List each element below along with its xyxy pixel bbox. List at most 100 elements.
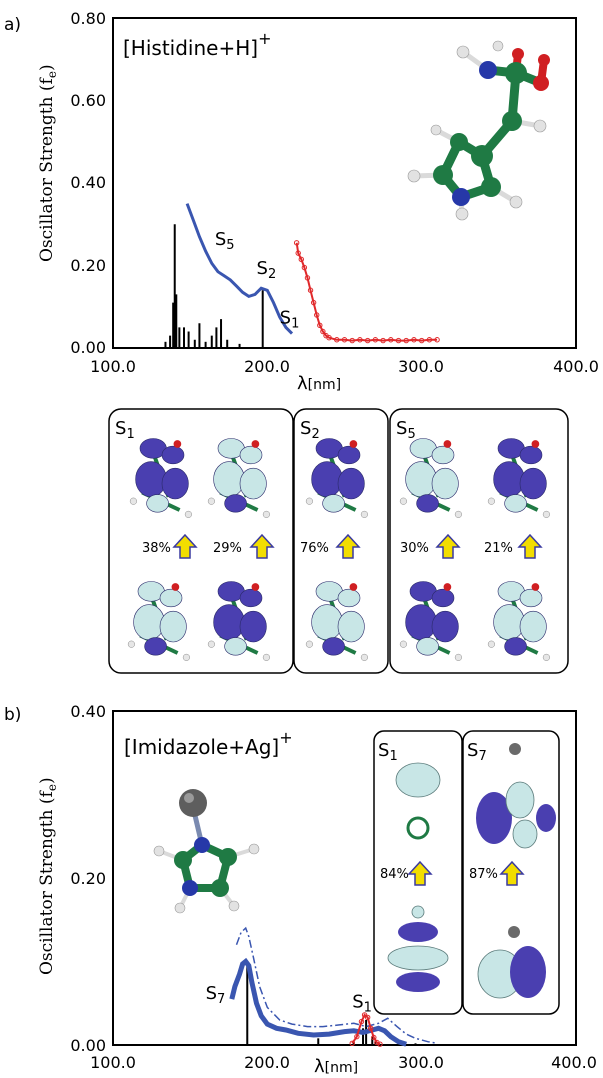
orbital-lobe (405, 461, 437, 498)
orbital-lobe (311, 461, 343, 498)
orbital-lobe (213, 604, 245, 641)
experiment-point (307, 287, 314, 293)
orbital-lobe (395, 762, 441, 798)
x-tick-label: 100.0 (90, 1053, 136, 1072)
orbital-lobe (161, 445, 185, 465)
transition-arrow (172, 533, 198, 559)
chart-title-b: [Imidazole+Ag]+ (124, 728, 293, 759)
plot-marks-a: S5 S2 S1 (164, 203, 440, 348)
theory-curve (229, 957, 407, 1047)
orbital-lobe (337, 610, 365, 643)
plot-frame-a (112, 17, 577, 349)
orbital-image (207, 581, 270, 661)
experiment-point (368, 1025, 374, 1032)
x-axis-title-b: λ[nm] (314, 1056, 358, 1074)
transition-percent: 29% (213, 541, 242, 556)
theory-curve-dashed (235, 926, 438, 1045)
y-tick-label: 0.40 (70, 173, 106, 192)
experiment-point (358, 1018, 365, 1025)
orbital-state-label: S1 (378, 740, 398, 764)
experiment-point (349, 337, 355, 344)
orbital-images-b (387, 743, 556, 999)
orbital-lobe (311, 604, 343, 641)
x-tick-label: 400.0 (553, 357, 599, 376)
atom (399, 497, 407, 505)
orbital-lobe (239, 445, 263, 465)
orbital-image (305, 581, 368, 661)
experiment-point (349, 1040, 355, 1047)
orbital-image (127, 581, 190, 661)
orbital-lobe (224, 494, 247, 513)
atom (531, 583, 540, 591)
orbital-lobe (536, 804, 556, 832)
atom (251, 583, 260, 591)
atom (487, 640, 495, 648)
x-tick-label: 400.0 (551, 1053, 597, 1072)
orbital-image (399, 581, 462, 661)
orbital-state-label: S1 (115, 418, 135, 442)
orbital-state-label: S5 (396, 418, 416, 442)
atom (207, 497, 215, 505)
atom (443, 583, 452, 591)
orbital-lobe (161, 467, 189, 500)
transition-arrow (407, 860, 433, 886)
orbital-image (129, 438, 192, 518)
orbital-lobe (224, 637, 247, 656)
atom (129, 497, 137, 505)
experiment-point (314, 312, 320, 318)
x-tick-label: 100.0 (90, 357, 136, 376)
experiment-point (411, 337, 417, 343)
atom (443, 440, 452, 448)
orbital-lobe (504, 494, 527, 513)
orbital-lobe (476, 792, 512, 844)
transition-percent: 38% (142, 541, 171, 556)
orbital-lobe (337, 445, 361, 465)
experiment-point (293, 240, 300, 246)
experiment-point (301, 264, 308, 271)
orbital-lobe (519, 445, 543, 465)
panel-label-a: a) (4, 15, 21, 35)
orbital-image (487, 581, 550, 661)
orbital-lobe (493, 461, 525, 498)
orbital-panels-a: S1 S2 S5 38% 29% 76% 30% 21% (108, 408, 569, 674)
orbital-lobe (159, 610, 187, 643)
atom (207, 640, 215, 648)
orbital-lobe (159, 588, 183, 608)
y-tick-label: 0.20 (70, 869, 106, 888)
orbital-lobe (133, 604, 165, 641)
atom (251, 440, 260, 448)
orbital-lobe (398, 922, 438, 942)
orbital-image (399, 438, 462, 518)
x-ticks-a: 100.0 200.0 300.0 400.0 (90, 357, 599, 376)
panel-label-b: b) (4, 705, 21, 725)
x-tick-label: 300.0 (398, 357, 444, 376)
transition-percent: 87% (469, 867, 498, 882)
orbital-lobe (519, 610, 547, 643)
experiment-point (320, 328, 326, 335)
experiment-point (317, 322, 323, 329)
orbital-lobe (322, 637, 345, 656)
y-tick-label: 0.00 (70, 1036, 106, 1055)
experiment-point (395, 337, 402, 344)
y-tick-label: 0.20 (70, 256, 106, 275)
atom (487, 497, 495, 505)
atom (127, 640, 135, 648)
plot-frame-b (112, 710, 577, 1046)
orbital-lobe (213, 461, 245, 498)
atom (509, 743, 521, 755)
atom (349, 583, 358, 591)
atom (184, 510, 192, 518)
experiment-point (426, 337, 433, 343)
experiment-point (434, 337, 440, 343)
atom (454, 653, 462, 661)
atom (262, 653, 270, 661)
y-tick-label: 0.60 (70, 91, 106, 110)
state-label: S1 (280, 307, 300, 331)
orbital-lobe (493, 604, 525, 641)
orbital-image (207, 438, 270, 518)
transition-arrow (435, 533, 461, 559)
atom (182, 653, 190, 661)
experiment-point (403, 337, 409, 344)
experiment-point (377, 1041, 383, 1047)
